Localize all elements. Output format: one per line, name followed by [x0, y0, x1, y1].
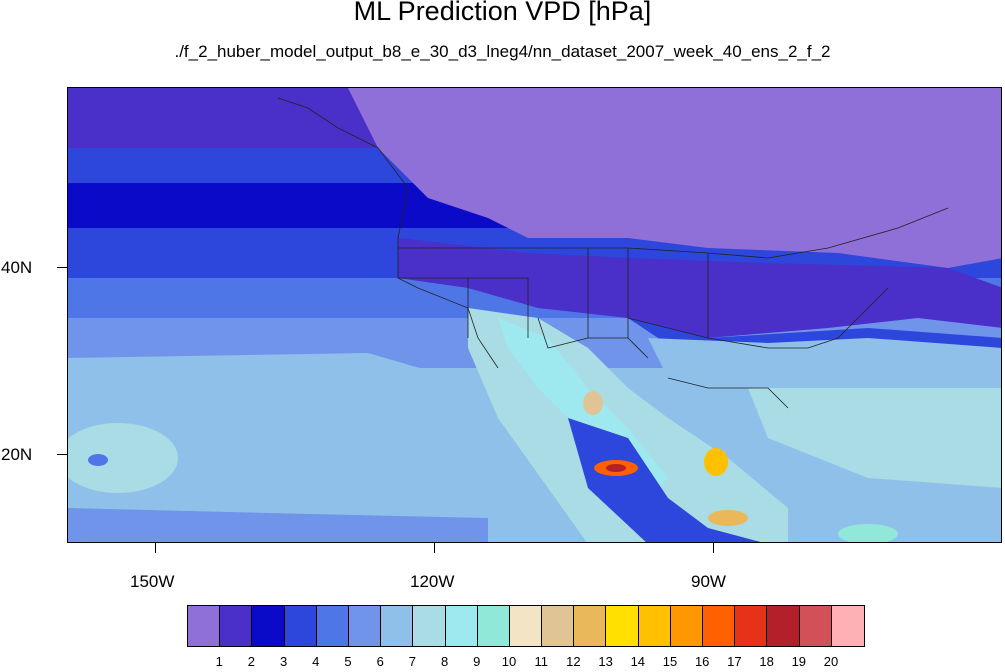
colorbar-label: 5	[344, 654, 352, 669]
lon-label-90w: 90W	[691, 572, 726, 591]
lon-tick-120w	[434, 543, 435, 553]
lat-label-40n: 40N	[1, 258, 33, 277]
colorbar-label: 10	[501, 654, 517, 669]
colorbar-label: 20	[823, 654, 839, 669]
colorbar-swatch	[220, 606, 253, 646]
colorbar-label: 14	[630, 654, 646, 669]
colorbar-label: 4	[312, 654, 320, 669]
colorbar-label: 12	[566, 654, 581, 669]
colorbar-label: 19	[791, 654, 807, 669]
colorbar-label: 6	[376, 654, 384, 669]
colorbar-label: 9	[473, 654, 481, 669]
colorbar-swatch	[735, 606, 768, 646]
lon-label-120w: 120W	[410, 572, 455, 591]
lat-label-20n: 20N	[1, 445, 33, 464]
colorbar	[187, 605, 865, 647]
colorbar-swatch	[767, 606, 800, 646]
lat-tick-40n	[57, 267, 67, 268]
colorbar-label: 1	[215, 654, 223, 669]
vpd-map-plot	[67, 87, 1002, 543]
colorbar-swatch	[574, 606, 607, 646]
colorbar-swatch	[188, 606, 221, 646]
colorbar-swatch	[670, 606, 703, 646]
lon-label-150w: 150W	[130, 572, 175, 591]
colorbar-swatch	[509, 606, 543, 646]
colorbar-label: 8	[440, 654, 449, 669]
colorbar-swatch	[799, 606, 832, 646]
colorbar-swatch	[703, 606, 736, 646]
colorbar-swatch	[252, 606, 285, 646]
colorbar-label: 18	[759, 654, 774, 669]
colorbar-label: 11	[534, 654, 548, 669]
colorbar-label: 2	[247, 654, 256, 669]
lat-tick-20n	[57, 454, 67, 455]
map-title: ML Prediction VPD [hPa]	[353, 0, 652, 26]
colorbar-swatch	[831, 606, 864, 646]
colorbar-label: 7	[408, 654, 417, 669]
map-subtitle: ./f_2_huber_model_output_b8_e_30_d3_lneg…	[174, 42, 831, 61]
vpd-contour-field	[68, 88, 1001, 542]
lon-tick-90w	[713, 543, 714, 553]
colorbar-swatch	[413, 606, 446, 646]
colorbar-swatch	[606, 606, 639, 646]
colorbar-label: 3	[279, 654, 288, 669]
colorbar-swatch	[284, 606, 317, 646]
coastlines-borders	[277, 97, 949, 409]
colorbar-swatch	[638, 606, 671, 646]
colorbar-swatch	[348, 606, 382, 646]
colorbar-swatch	[316, 606, 349, 646]
colorbar-label: 16	[694, 654, 710, 669]
colorbar-swatch	[381, 606, 414, 646]
colorbar-swatch	[477, 606, 510, 646]
colorbar-label: 17	[727, 654, 742, 669]
colorbar-label: 15	[662, 654, 678, 669]
lon-tick-150w	[155, 543, 156, 553]
colorbar-label: 13	[598, 654, 613, 669]
colorbar-swatch	[445, 606, 478, 646]
colorbar-swatch	[542, 606, 575, 646]
